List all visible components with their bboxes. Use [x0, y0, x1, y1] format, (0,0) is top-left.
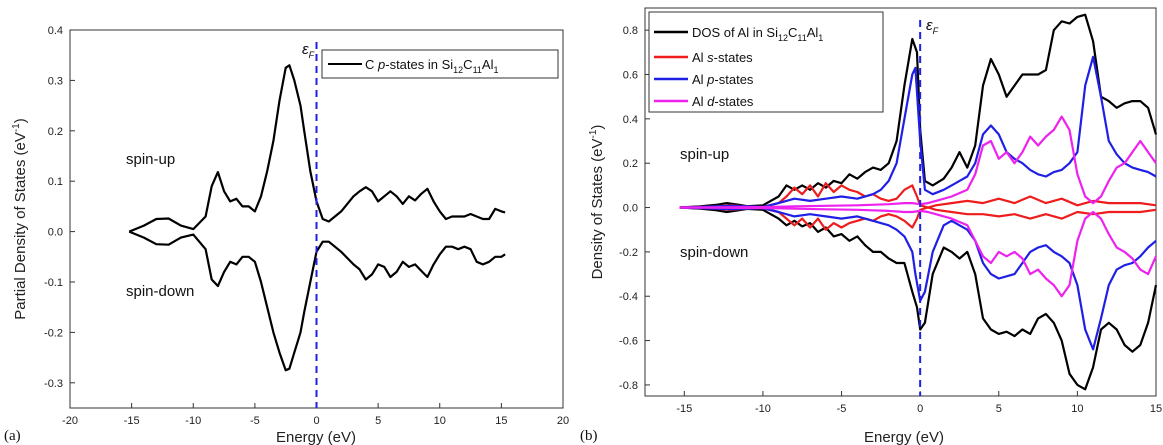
panel-label-b: (b): [580, 428, 598, 444]
series-2-spin-up-line: [679, 55, 1157, 209]
series-0-spin-up-line: [128, 64, 506, 233]
x-tick-label: 5: [996, 403, 1002, 415]
y-tick-label: -0.1: [44, 277, 63, 289]
y-tick-label: -0.6: [619, 336, 638, 348]
series-1-spin-up-line: [679, 182, 1157, 209]
x-tick-label: -10: [185, 415, 201, 427]
series-2-spin-down-line: [679, 206, 1157, 351]
series-0-spin-down-line: [128, 230, 506, 372]
legend-label-al-s: Al s-states: [692, 50, 753, 65]
x-tick-label: 0: [313, 415, 319, 427]
x-tick-label: 5: [375, 415, 381, 427]
legend-a: C p-states in Si12C11Al1: [321, 49, 559, 79]
fermi-level-label-a: εF: [302, 41, 315, 60]
annotation-spin-up-a: spin-up: [126, 151, 175, 168]
y-tick-label: 0.1: [48, 176, 63, 188]
x-tick-label: -5: [250, 415, 260, 427]
series-1-spin-down-line: [679, 206, 1157, 231]
x-axis-title-b: Energy (eV): [864, 429, 944, 445]
x-tick-label: -20: [62, 415, 78, 427]
y-tick-label: -0.2: [619, 247, 638, 259]
x-tick-label: 15: [1150, 403, 1162, 415]
chart-panel-b: -0.8 -0.6 -0.4 -0.2 0.0 0.2 0.4 0.6 0.8 -15 -10 -5…: [580, 7, 1162, 445]
x-tick-label: 20: [557, 415, 569, 427]
y-tick-label: 0.0: [48, 227, 63, 239]
y-tick-label: 0.2: [48, 126, 63, 138]
x-tick-label: -5: [837, 403, 847, 415]
x-axis-a: -20 -15 -10 -5 0 5 10 15 20: [62, 403, 569, 427]
x-tick-label: -10: [755, 403, 771, 415]
annotation-spin-down-b: spin-down: [680, 244, 748, 261]
series-3-spin-down-line: [679, 206, 1158, 298]
x-tick-label: 15: [495, 415, 507, 427]
series-group-b: [679, 13, 1158, 391]
x-axis-b: -15 -10 -5 0 5 10 15: [676, 391, 1162, 415]
plot-frame-b: [644, 7, 1157, 397]
y-tick-label: 0.6: [623, 70, 638, 82]
legend-label-dos-al: DOS of Al in Si12C11Al1: [692, 25, 823, 43]
fermi-level-label-b: εF: [926, 17, 939, 36]
series-3-spin-up-line: [679, 115, 1157, 209]
panel-label-a: (a): [4, 428, 21, 444]
y-tick-label: -0.2: [44, 327, 63, 339]
x-tick-label: -15: [124, 415, 140, 427]
annotation-spin-down-a: spin-down: [126, 283, 194, 300]
x-tick-label: 10: [1071, 403, 1083, 415]
x-tick-label: 0: [917, 403, 923, 415]
y-axis-title-b: Density of States (eV-1): [588, 125, 606, 280]
legend-label-c-p: C p-states in Si12C11Al1: [365, 57, 498, 75]
y-tick-label: -0.4: [619, 291, 638, 303]
legend-label-al-p: Al p-states: [692, 72, 754, 87]
chart-panel-a: -0.3 -0.2 -0.1 0.0 0.1 0.2 0.3 0.4 -20 -15 -10 -5 0…: [4, 25, 569, 445]
y-tick-label: 0.4: [623, 114, 638, 126]
y-axis-title-a: Partial Density of States (eV-1): [11, 118, 29, 320]
y-tick-label: 0.0: [623, 203, 638, 215]
y-tick-label: 0.3: [48, 75, 63, 87]
y-tick-label: 0.4: [48, 25, 63, 37]
y-axis-a: -0.3 -0.2 -0.1 0.0 0.1 0.2 0.3 0.4: [44, 25, 75, 390]
annotation-spin-up-b: spin-up: [680, 146, 729, 163]
y-axis-b: -0.8 -0.6 -0.4 -0.2 0.0 0.2 0.4 0.6 0.8: [619, 25, 650, 392]
y-tick-label: -0.3: [44, 378, 63, 390]
y-tick-label: -0.8: [619, 380, 638, 392]
legend-b: DOS of Al in Si12C11Al1 Al s-states Al p…: [648, 11, 884, 113]
legend-box-b: [648, 11, 884, 113]
series-0-spin-down-line: [679, 206, 1158, 391]
series-group-a: [128, 64, 506, 372]
legend-label-al-d: Al d-states: [692, 94, 754, 109]
x-axis-title-a: Energy (eV): [276, 429, 356, 445]
series-0-spin-up-line: [679, 13, 1158, 209]
y-tick-label: 0.8: [623, 25, 638, 37]
y-tick-label: 0.2: [623, 158, 638, 170]
x-tick-label: 10: [434, 415, 446, 427]
x-tick-label: -15: [676, 403, 692, 415]
